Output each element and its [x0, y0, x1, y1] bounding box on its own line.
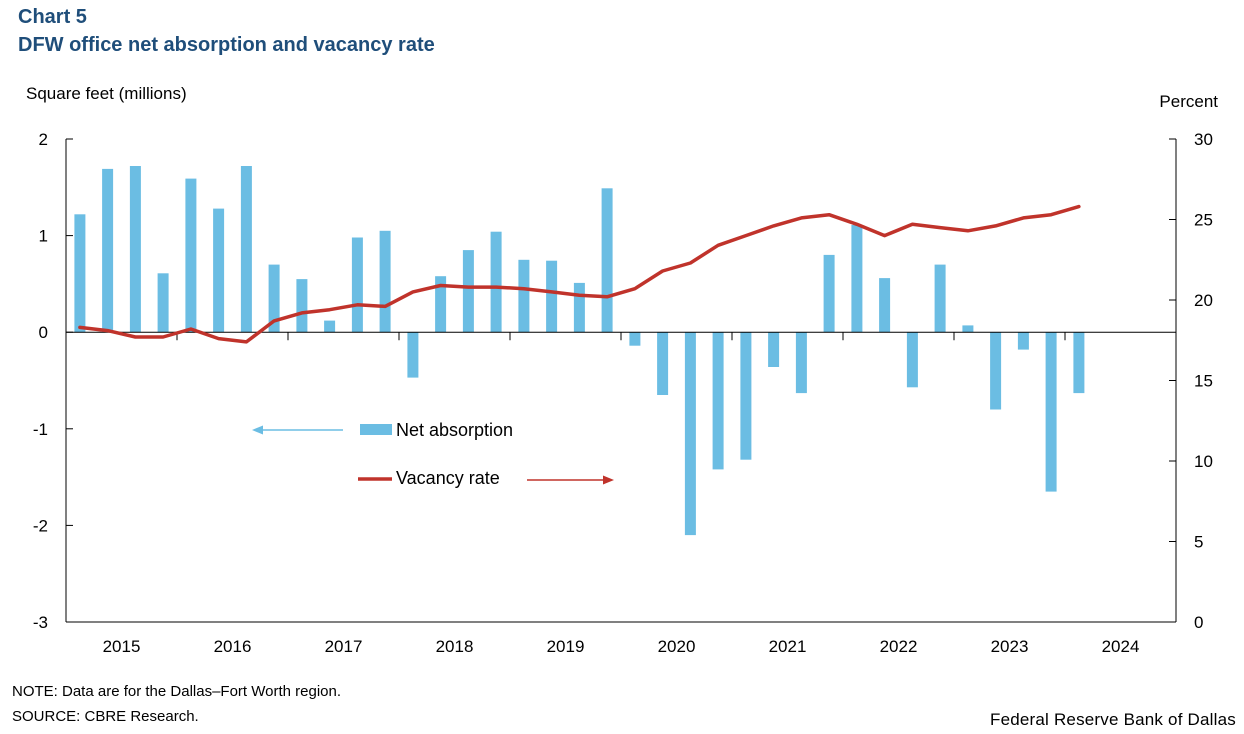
bar-2016Q1 [185, 178, 197, 333]
bar-2023Q4 [1045, 332, 1057, 492]
vacancy-rate-line-layer [78, 204, 1081, 344]
bar-2021Q3 [795, 332, 807, 394]
year-label: 2016 [214, 637, 252, 656]
right-tick-label: 10 [1194, 452, 1213, 471]
bar-2017Q4 [379, 230, 391, 333]
bar-2021Q1 [740, 332, 752, 460]
net-absorption-bars [74, 166, 1085, 536]
bar-2019Q1 [518, 259, 530, 333]
year-label: 2022 [880, 637, 918, 656]
bar-2018Q3 [462, 250, 474, 333]
bar-2023Q3 [1017, 332, 1029, 350]
legend-swatch-net-absorption [360, 424, 392, 435]
bar-2022Q3 [906, 332, 918, 388]
bar-2018Q1 [407, 332, 419, 378]
bar-2019Q2 [546, 260, 558, 333]
bar-2019Q4 [601, 188, 613, 333]
bar-2021Q4 [823, 254, 835, 333]
legend: Net absorption Vacancy rate [252, 420, 614, 488]
bar-2018Q4 [490, 231, 502, 333]
bar-2018Q2 [435, 276, 447, 333]
left-tick-label: 1 [39, 227, 48, 246]
bar-2016Q4 [268, 264, 280, 333]
bar-2017Q1 [296, 279, 308, 333]
bar-2020Q1 [629, 332, 641, 346]
right-tick-label: 30 [1194, 130, 1213, 149]
bar-2015Q4 [157, 273, 169, 333]
year-label: 2020 [658, 637, 696, 656]
bar-2020Q4 [712, 332, 724, 470]
y-axis-label-left: Square feet (millions) [26, 84, 187, 103]
y-axis-label-right: Percent [1159, 92, 1218, 111]
credit-line: Federal Reserve Bank of Dallas [989, 710, 1236, 729]
bar-2020Q3 [684, 332, 696, 536]
bar-2024Q1 [1073, 332, 1085, 394]
bar-2016Q3 [240, 166, 252, 333]
legend-label-vacancy-rate: Vacancy rate [396, 468, 500, 488]
bar-2023Q1 [962, 325, 974, 333]
bar-2017Q2 [324, 320, 336, 333]
bar-2016Q2 [213, 208, 225, 333]
bar-2015Q1 [74, 214, 86, 333]
footnote: NOTE: Data are for the Dallas–Fort Worth… [12, 683, 342, 700]
bar-2017Q3 [351, 237, 363, 333]
right-tick-label: 25 [1194, 211, 1213, 230]
vacancy-rate-line [78, 204, 1081, 344]
right-tick-label: 20 [1194, 291, 1213, 310]
bar-2015Q3 [129, 166, 141, 333]
left-tick-label: -2 [33, 516, 48, 535]
bar-2015Q2 [102, 168, 114, 333]
chart-title: DFW office net absorption and vacancy ra… [18, 34, 435, 56]
legend-right-arrow-head [603, 475, 614, 485]
right-tick-label: 15 [1194, 372, 1213, 391]
year-label: 2015 [103, 637, 141, 656]
year-label: 2018 [436, 637, 474, 656]
year-label: 2021 [769, 637, 807, 656]
legend-label-net-absorption: Net absorption [396, 420, 513, 440]
year-label: 2023 [991, 637, 1029, 656]
left-tick-label: -3 [33, 613, 48, 632]
bar-2022Q2 [879, 278, 891, 333]
chart-number: Chart 5 [18, 6, 87, 28]
chart-axes [65, 138, 1177, 623]
bar-2022Q4 [934, 264, 946, 333]
left-tick-label: 2 [39, 130, 48, 149]
bar-2019Q3 [573, 282, 585, 333]
bar-2020Q2 [657, 332, 669, 395]
bar-2022Q1 [851, 225, 863, 333]
right-tick-label: 0 [1194, 613, 1203, 632]
left-tick-label: 0 [39, 323, 48, 342]
year-label: 2024 [1102, 637, 1140, 656]
legend-left-arrow-head [252, 425, 263, 435]
year-label: 2017 [325, 637, 363, 656]
right-tick-label: 5 [1194, 533, 1203, 552]
year-label: 2019 [547, 637, 585, 656]
source-note: SOURCE: CBRE Research. [12, 708, 199, 725]
bar-2023Q2 [990, 332, 1002, 410]
left-tick-label: -1 [33, 420, 48, 439]
bar-2021Q2 [768, 332, 780, 367]
